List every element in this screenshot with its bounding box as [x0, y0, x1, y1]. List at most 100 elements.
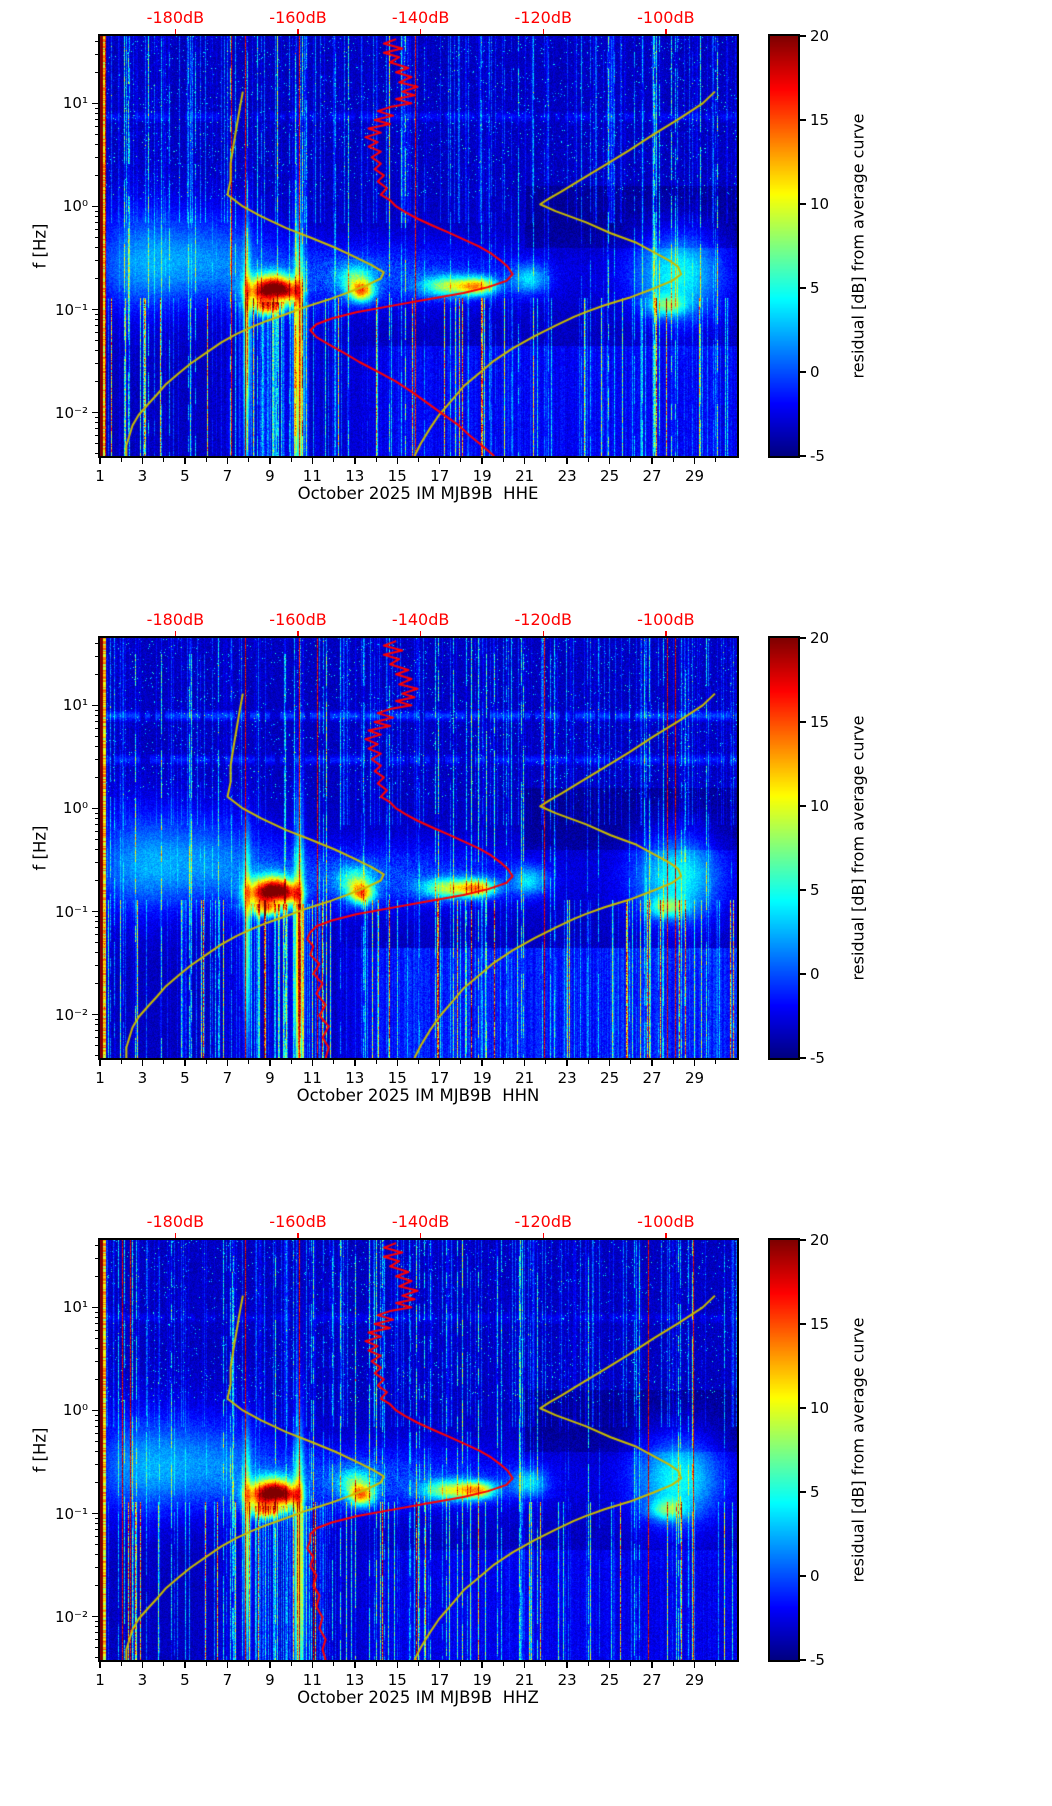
- y-tick-label: 10⁰: [62, 1401, 88, 1420]
- x-tick-label: 21: [515, 1069, 535, 1087]
- y-tick-label: 10⁰: [62, 197, 88, 216]
- colorbar-tick: [800, 805, 806, 807]
- x-tick-label: 1: [95, 1069, 105, 1087]
- x-major-tick: [566, 458, 568, 464]
- x-minor-tick: [630, 1662, 632, 1666]
- y-minor-tick: [94, 812, 98, 814]
- x-major-tick: [566, 1662, 568, 1668]
- colorbar-tick-label: 10: [810, 797, 830, 815]
- y-minor-tick: [94, 823, 98, 825]
- x-minor-tick: [460, 1060, 462, 1064]
- y-minor-tick: [94, 125, 98, 127]
- x-minor-tick: [672, 1662, 674, 1666]
- y-minor-tick: [94, 174, 98, 176]
- x-minor-tick: [333, 1662, 335, 1666]
- x-minor-tick: [120, 1662, 122, 1666]
- x-major-tick: [311, 1060, 314, 1066]
- x-minor-tick: [587, 1662, 589, 1666]
- colorbar-tick-label: 10: [810, 195, 830, 213]
- x-major-tick: [99, 1662, 101, 1668]
- colorbar-tick: [800, 35, 806, 37]
- y-tick-label: 10⁻¹: [54, 902, 88, 921]
- x-tick-label: 15: [387, 1671, 407, 1689]
- y-tick-label: 10⁻¹: [54, 300, 88, 319]
- y-minor-tick: [94, 107, 98, 109]
- x-tick-label: 13: [345, 1069, 365, 1087]
- top-axis-tick: [174, 631, 177, 636]
- x-axis-title: October 2025 IM MJB9B HHN: [296, 1086, 540, 1105]
- x-minor-tick: [545, 1662, 547, 1666]
- y-minor-tick: [94, 1329, 98, 1331]
- x-major-tick: [438, 1662, 441, 1668]
- x-minor-tick: [375, 1060, 377, 1064]
- y-minor-tick: [94, 1055, 98, 1057]
- y-minor-tick: [94, 848, 98, 850]
- y-minor-tick: [94, 673, 98, 675]
- x-minor-tick: [630, 458, 632, 462]
- y-minor-tick: [94, 1535, 98, 1537]
- colorbar-gradient: [770, 638, 798, 1058]
- y-minor-tick: [94, 1626, 98, 1628]
- x-tick-label: 27: [642, 467, 662, 485]
- top-axis-tick: [419, 1233, 422, 1238]
- y-minor-tick: [94, 1378, 98, 1380]
- x-tick-label: 25: [600, 1671, 620, 1689]
- y-minor-tick: [94, 921, 98, 923]
- y-minor-tick: [94, 1432, 98, 1434]
- colorbar-tick-label: -5: [810, 1651, 825, 1669]
- y-major-tick: [92, 1512, 98, 1515]
- colorbar-tick-label: 15: [810, 1315, 830, 1333]
- x-tick-label: 13: [345, 1671, 365, 1689]
- x-major-tick: [141, 1060, 144, 1066]
- y-minor-tick: [94, 1419, 98, 1421]
- y-major-tick: [92, 1409, 98, 1412]
- y-minor-tick: [94, 1018, 98, 1020]
- y-minor-tick: [94, 1316, 98, 1318]
- y-minor-tick: [94, 1529, 98, 1531]
- y-axis-title: f [Hz]: [30, 223, 50, 269]
- y-major-tick: [92, 910, 98, 913]
- y-minor-tick: [94, 1620, 98, 1622]
- x-major-tick: [693, 458, 696, 464]
- x-major-tick: [99, 1060, 101, 1066]
- y-minor-tick: [94, 350, 98, 352]
- top-axis-label: -180dB: [146, 610, 205, 629]
- x-tick-label: 5: [180, 1069, 190, 1087]
- spectrogram-panel-hhe: f [Hz] October 2025 IM MJB9B HHE residua…: [0, 0, 1052, 602]
- y-minor-tick: [94, 915, 98, 917]
- y-minor-tick: [94, 133, 98, 135]
- colorbar: [768, 636, 800, 1060]
- x-minor-tick: [418, 458, 419, 462]
- x-tick-label: 3: [137, 1671, 148, 1689]
- top-axis-label: -140dB: [391, 610, 450, 629]
- x-minor-tick: [502, 1662, 504, 1666]
- x-major-tick: [481, 1060, 483, 1066]
- spectrogram-heatmap-hhe: [100, 36, 737, 456]
- y-tick-label: 10⁻²: [54, 403, 88, 422]
- y-minor-tick: [94, 416, 98, 418]
- x-tick-label: 13: [345, 467, 365, 485]
- y-minor-tick: [94, 278, 98, 280]
- y-minor-tick: [94, 1347, 98, 1349]
- x-tick-label: 15: [387, 467, 407, 485]
- y-minor-tick: [94, 758, 98, 760]
- y-minor-tick: [94, 143, 98, 145]
- x-minor-tick: [333, 1060, 335, 1064]
- plot-area: [98, 34, 739, 458]
- y-tick-label: 10¹: [62, 1298, 88, 1317]
- top-axis-label: -160dB: [269, 1212, 327, 1231]
- x-tick-label: 11: [302, 467, 322, 485]
- x-major-tick: [99, 458, 101, 464]
- colorbar-gradient: [770, 1240, 798, 1660]
- x-minor-tick: [460, 1662, 462, 1666]
- colorbar-tick-label: 20: [810, 27, 830, 45]
- x-tick-label: 29: [684, 1671, 705, 1689]
- x-minor-tick: [587, 458, 589, 462]
- y-axis-title: f [Hz]: [30, 1427, 50, 1473]
- x-tick-label: 11: [302, 1069, 322, 1087]
- x-major-tick: [608, 1662, 611, 1668]
- colorbar-tick: [800, 973, 806, 975]
- x-minor-tick: [333, 458, 335, 462]
- y-tick-label: 10¹: [62, 696, 88, 715]
- colorbar-tick: [800, 721, 806, 723]
